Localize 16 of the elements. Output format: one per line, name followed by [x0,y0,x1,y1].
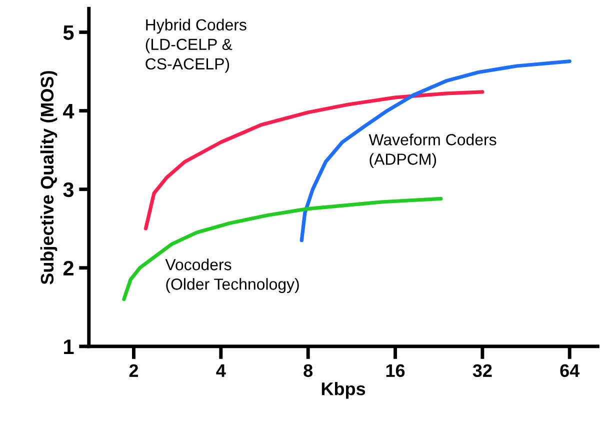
annotation: Vocoders (Older Technology) [165,258,299,293]
x-axis-title: Kbps [322,382,366,399]
annotation: Hybrid Coders (LD-CELP & CS-ACELP) [146,18,246,73]
x-tick-label: 16 [386,364,405,378]
x-tick-label: 32 [472,364,492,378]
annotation: Waveform Coders (ADPCM) [368,134,496,168]
y-tick-label: 3 [63,182,74,198]
x-tick-label: 8 [304,364,313,378]
y-tick-label: 1 [64,340,74,354]
y-axis-title: Subjective Quality (MOS) [40,71,58,284]
y-tick-label: 5 [63,25,74,40]
x-tick-label: 2 [129,364,138,377]
x-tick-label: 64 [560,364,580,378]
y-tick-label: 4 [63,104,74,118]
x-tick-label: 4 [216,364,226,377]
y-tick-label: 2 [63,260,74,276]
